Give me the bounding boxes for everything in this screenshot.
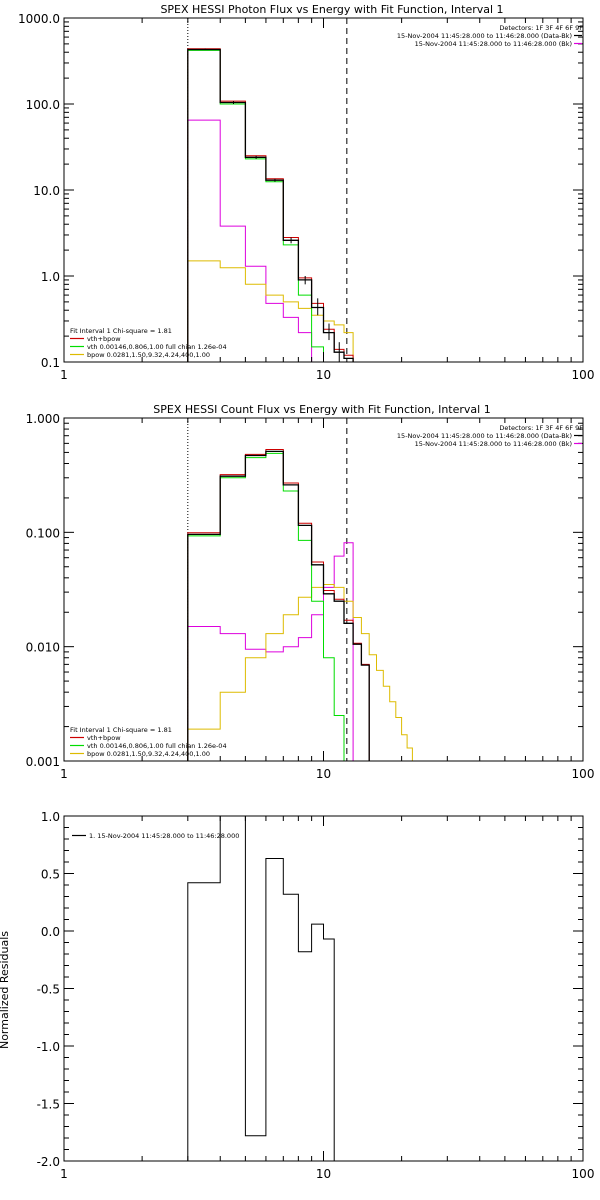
x-tick-label: 100 (572, 368, 595, 382)
y-tick-label: -2.0 (37, 1155, 60, 1169)
series-total (187, 48, 354, 362)
y-tick-label: -1.5 (37, 1098, 60, 1112)
photon-flux-info: Detectors: 1F 3F 4F 6F 9F 15-Nov-2004 11… (397, 24, 583, 48)
legend-vth-bpow: vth+bpow (87, 734, 121, 742)
x-tick-label: 100 (572, 767, 595, 781)
legend-vth: vth 0.00146,0.806,1.00 full chian 1.26e-… (87, 343, 227, 351)
y-tick-label: 10.0 (33, 184, 60, 198)
series-bpow (187, 260, 354, 362)
y-tick-label: 0.0 (41, 925, 60, 939)
info-data-bk: 15-Nov-2004 11:45:28.000 to 11:46:28.000… (397, 32, 572, 40)
info-data-bk: 15-Nov-2004 11:45:28.000 to 11:46:28.000… (397, 432, 572, 440)
x-tick-label: 1 (60, 767, 68, 781)
count-flux-title: SPEX HESSI Count Flux vs Energy with Fit… (153, 403, 490, 416)
count-flux-info: Detectors: 1F 3F 4F 6F 9F 15-Nov-2004 11… (397, 424, 583, 448)
legend-bpow: bpow 0.0281,1.50,9.32,4.24,400,1.00 (87, 351, 210, 359)
photon-flux-title: SPEX HESSI Photon Flux vs Energy with Fi… (160, 3, 503, 16)
legend-vth: vth 0.00146,0.806,1.00 full chian 1.26e-… (87, 742, 227, 750)
y-tick-label: 0.001 (26, 755, 60, 769)
series-bpow (187, 584, 413, 761)
info-detectors: Detectors: 1F 3F 4F 6F 9F (499, 424, 583, 432)
x-tick-label: 1 (60, 1167, 68, 1181)
series-bkg (187, 542, 354, 761)
photon-flux-panel: SPEX HESSI Photon Flux vs Energy with Fi… (18, 3, 594, 382)
residuals-panel: Normalized Residuals 1 10 100 -2.0 -1.5 -1.0 -… (0, 810, 594, 1181)
x-tick-label: 10 (316, 767, 331, 781)
series-residuals (187, 816, 344, 1161)
series-vth (187, 49, 354, 362)
y-tick-label: 0.010 (26, 641, 60, 655)
count-flux-legend: Fit Interval 1 Chi-square = 1.81 vth+bpo… (70, 726, 227, 758)
photon-flux-legend: Fit Interval 1 Chi-square = 1.81 vth+bpo… (70, 327, 227, 359)
count-flux-panel: SPEX HESSI Count Flux vs Energy with Fit… (26, 403, 595, 781)
y-tick-label: -0.5 (37, 983, 60, 997)
legend-vth-bpow: vth+bpow (87, 335, 121, 343)
y-tick-label: 1.0 (41, 810, 60, 824)
series-vth (187, 452, 354, 761)
y-tick-label: 1000.0 (18, 12, 60, 26)
legend-fit-interval: Fit Interval 1 Chi-square = 1.81 (70, 327, 172, 335)
residuals-ylabel: Normalized Residuals (0, 931, 11, 1049)
residuals-legend: 1. 15-Nov-2004 11:45:28.000 to 11:46:28.… (72, 832, 239, 840)
info-bk: 15-Nov-2004 11:45:28.000 to 11:46:28.000… (415, 440, 572, 448)
series-total_red (187, 449, 370, 761)
series-total (187, 450, 370, 761)
y-tick-label: 0.1 (41, 356, 60, 370)
y-tick-label: -1.0 (37, 1040, 60, 1054)
x-tick-label: 10 (316, 368, 331, 382)
info-bk: 15-Nov-2004 11:45:28.000 to 11:46:28.000… (415, 40, 572, 48)
y-tick-label: 100.0 (26, 98, 60, 112)
legend-bpow: bpow 0.0281,1.50,9.32,4.24,400,1.00 (87, 750, 210, 758)
series-total_red (187, 48, 354, 362)
y-tick-label: 1.0 (41, 270, 60, 284)
y-tick-label: 1.000 (26, 412, 60, 426)
legend-fit-interval: Fit Interval 1 Chi-square = 1.81 (70, 726, 172, 734)
y-tick-label: 0.100 (26, 526, 60, 540)
residuals-legend-text: 1. 15-Nov-2004 11:45:28.000 to 11:46:28.… (89, 832, 239, 840)
plot-frame (63, 815, 584, 1162)
info-detectors: Detectors: 1F 3F 4F 6F 9F (499, 24, 583, 32)
x-tick-label: 1 (60, 368, 68, 382)
x-tick-label: 100 (572, 1167, 595, 1181)
x-tick-label: 10 (316, 1167, 331, 1181)
series-bkg (187, 119, 354, 362)
y-tick-label: 0.5 (41, 868, 60, 882)
